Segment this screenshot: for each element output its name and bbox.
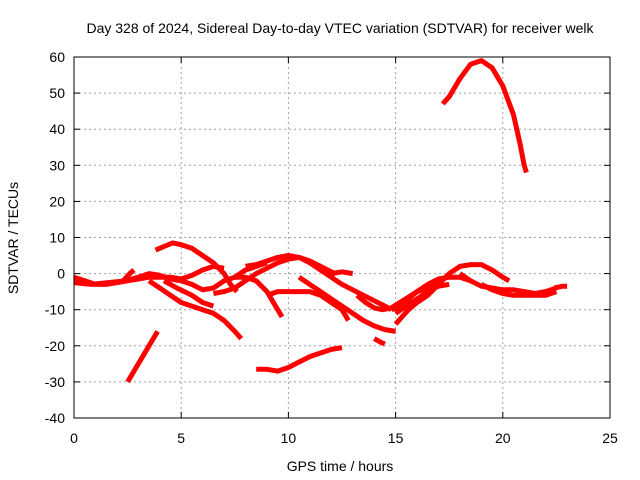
trace-24 [440, 58, 529, 174]
x-tick-label: 15 [388, 430, 404, 446]
trace-15 [372, 336, 386, 347]
y-tick-label: -30 [45, 374, 65, 390]
y-tick-label: 30 [49, 157, 65, 173]
trace-21 [458, 271, 558, 296]
trace-13 [297, 275, 397, 334]
trace-11 [234, 274, 285, 319]
data-traces [73, 58, 568, 384]
x-tick-label: 25 [602, 430, 618, 446]
x-axis-label: GPS time / hours [287, 458, 394, 474]
y-tick-label: 40 [49, 121, 65, 137]
y-tick-label: -40 [45, 410, 65, 426]
trace-7 [162, 278, 215, 309]
y-axis-label: SDTVAR / TECUs [5, 182, 21, 294]
x-tick-label: 0 [70, 430, 78, 446]
trace-14 [256, 345, 343, 374]
trace-10 [245, 253, 393, 312]
grid [74, 57, 610, 418]
trace-22 [480, 282, 558, 298]
trace-18 [393, 262, 511, 326]
trace-16 [330, 269, 354, 277]
y-tick-label: 10 [49, 230, 65, 246]
trace-23 [553, 283, 568, 291]
trace-6 [147, 278, 244, 341]
y-axis-ticks: -40 -30 -20 -10 0 10 20 30 40 50 60 [45, 49, 610, 426]
trace-19 [390, 274, 472, 313]
y-tick-label: -20 [45, 338, 65, 354]
y-tick-label: 0 [57, 266, 65, 282]
trace-4 [125, 330, 160, 384]
trace-2 [73, 271, 182, 287]
trace-12 [266, 289, 351, 322]
trace-3 [121, 268, 136, 283]
x-tick-label: 10 [281, 430, 297, 446]
trace-20 [394, 281, 450, 316]
x-tick-label: 5 [177, 430, 185, 446]
y-tick-label: 20 [49, 193, 65, 209]
x-axis-ticks: 0 5 10 15 20 25 [70, 57, 618, 446]
y-tick-label: 60 [49, 49, 65, 65]
x-tick-label: 20 [495, 430, 511, 446]
y-tick-label: 50 [49, 85, 65, 101]
trace-9 [212, 254, 337, 296]
y-tick-label: -10 [45, 302, 65, 318]
chart-title: Day 328 of 2024, Sidereal Day-to-day VTE… [86, 20, 594, 36]
